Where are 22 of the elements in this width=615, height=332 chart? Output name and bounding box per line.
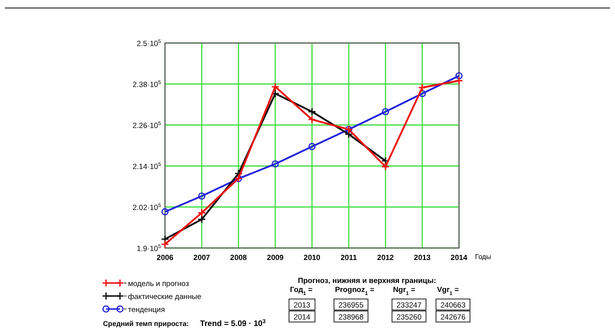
point [418,90,426,98]
point [234,169,243,178]
point [308,115,316,124]
point [198,192,206,200]
point [198,215,206,224]
point [272,160,279,168]
point [308,108,316,116]
point [454,76,464,85]
point [161,208,169,216]
point [344,130,353,138]
point [381,162,390,171]
text: Trend = 5.09 · 10$^{3}$ [200,319,266,328]
point [381,156,390,166]
point [271,82,280,91]
point [308,142,316,150]
point [271,89,280,98]
point [455,72,463,80]
point [418,83,426,92]
point [160,234,170,244]
point [382,108,390,116]
point [160,240,170,248]
point [198,208,206,217]
